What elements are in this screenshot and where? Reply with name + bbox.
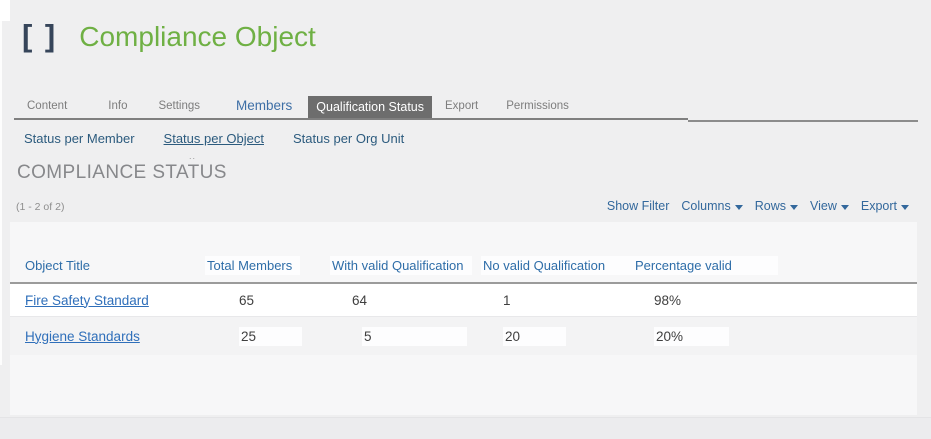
corner-artifact (0, 0, 10, 21)
cell-total-members: 65 (205, 293, 330, 308)
tab-bar: Content Info Settings Members Qualificat… (27, 96, 569, 119)
cell-value: 5 (362, 326, 467, 346)
cell-with-valid-qualification: 5 (330, 326, 481, 346)
show-filter-button[interactable]: Show Filter (607, 199, 670, 213)
subnav-status-per-object[interactable]: Status per Object (163, 131, 264, 146)
column-header-with-valid-qualification[interactable]: With valid Qualification (330, 256, 481, 282)
tab-members[interactable]: Members (236, 98, 293, 113)
brackets-logo-icon: [ ] (22, 18, 58, 53)
cell-with-valid-qualification: 64 (330, 293, 481, 308)
subnav-status-per-member[interactable]: Status per Member (24, 131, 135, 146)
table-row: Hygiene Standards 25 5 20 20% (10, 317, 917, 355)
page-title: Compliance Object (79, 21, 316, 52)
cell-value: 1 (503, 292, 511, 308)
columns-label: Columns (681, 199, 731, 213)
cell-object-title: Hygiene Standards (10, 329, 205, 344)
column-header-label: Total Members (205, 256, 301, 275)
footer-bar (0, 417, 931, 439)
cell-value: 65 (239, 292, 255, 308)
columns-dropdown[interactable]: Columns (681, 199, 743, 213)
tab-export[interactable]: Export (445, 100, 479, 112)
view-dropdown[interactable]: View (810, 199, 849, 213)
export-dropdown[interactable]: Export (861, 199, 909, 213)
cell-no-valid-qualification: 20 (481, 326, 633, 346)
pagination-counter: (1 - 2 of 2) (16, 201, 65, 213)
cell-total-members: 25 (205, 326, 330, 346)
tab-qualification-status[interactable]: Qualification Status (308, 96, 432, 119)
column-header-percentage-valid[interactable]: Percentage valid (633, 256, 917, 282)
column-header-label: Percentage valid (633, 256, 778, 275)
table-toolbar: Show Filter Columns Rows View Export (607, 199, 909, 213)
tab-permissions[interactable]: Permissions (506, 100, 569, 112)
edge-artifact (0, 21, 2, 365)
cell-percentage-valid: 98% (633, 293, 917, 308)
rows-label: Rows (754, 199, 786, 213)
column-header-object-title[interactable]: Object Title (10, 258, 205, 282)
object-title-link[interactable]: Hygiene Standards (25, 328, 140, 344)
cell-value: 25 (239, 326, 303, 346)
chevron-down-icon (734, 204, 743, 210)
tab-underline (14, 118, 688, 120)
view-label: View (809, 199, 837, 213)
export-label: Export (860, 199, 897, 213)
column-header-label: With valid Qualification (330, 256, 472, 275)
tab-settings[interactable]: Settings (158, 100, 201, 112)
show-filter-label: Show Filter (606, 199, 670, 213)
cell-value: 20 (503, 326, 567, 346)
column-header-label: No valid Qualification (481, 256, 652, 275)
chevron-down-icon (789, 204, 798, 210)
table-header-row: Object Title Total Members With valid Qu… (10, 222, 917, 284)
cell-percentage-valid: 20% (633, 326, 917, 346)
table-row: Fire Safety Standard 65 64 1 98% (10, 284, 917, 317)
cell-no-valid-qualification: 1 (481, 293, 633, 308)
column-header-total-members[interactable]: Total Members (205, 256, 330, 282)
tab-underline-extension (688, 120, 918, 122)
chevron-down-icon (840, 204, 849, 210)
rows-dropdown[interactable]: Rows (755, 199, 798, 213)
cell-value: 98% (654, 292, 682, 308)
subnav-status-per-org-unit[interactable]: Status per Org Unit (293, 131, 405, 146)
cell-value: 64 (352, 292, 368, 308)
object-title-link[interactable]: Fire Safety Standard (25, 292, 149, 308)
column-header-no-valid-qualification[interactable]: No valid Qualification (481, 256, 652, 282)
chevron-down-icon (901, 204, 909, 210)
cell-value: 20% (654, 326, 730, 346)
cell-object-title: Fire Safety Standard (10, 293, 205, 308)
tab-info[interactable]: Info (108, 100, 128, 112)
sub-navigation: Status per Member Status per Object Stat… (24, 131, 404, 146)
page-header: [ ] Compliance Object (22, 18, 316, 54)
tab-content[interactable]: Content (27, 100, 68, 112)
compliance-table-panel: Object Title Total Members With valid Qu… (10, 222, 917, 415)
pixel-artifact: .. (189, 151, 197, 161)
column-header-label: Object Title (25, 258, 91, 273)
section-title: COMPLIANCE STATUS (17, 162, 227, 183)
